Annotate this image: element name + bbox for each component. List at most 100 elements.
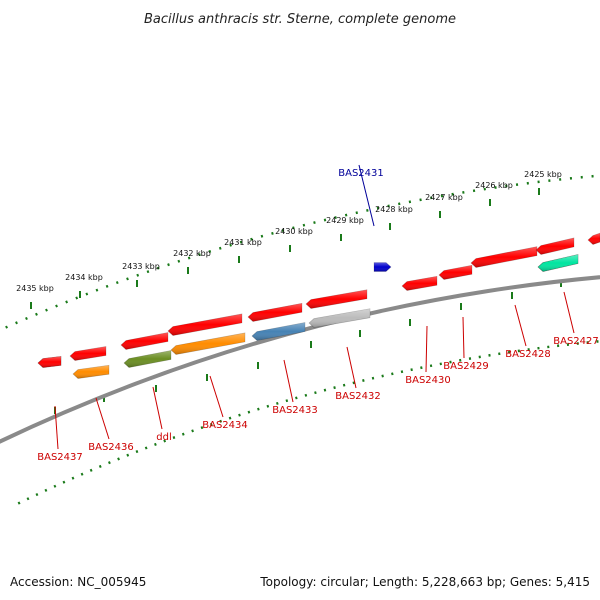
minor-tick: [323, 388, 327, 392]
minor-tick: [362, 379, 365, 382]
minor-tick: [247, 410, 251, 414]
minor-tick: [98, 464, 102, 468]
minor-tick: [55, 304, 58, 308]
minor-tick: [238, 413, 241, 417]
minor-tick: [25, 316, 28, 321]
minor-tick: [35, 492, 39, 497]
minor-tick: [75, 296, 79, 300]
minor-tick: [115, 281, 119, 285]
minor-tick: [218, 246, 222, 250]
gene-feature-shading: [124, 350, 171, 368]
gene-label-leader: [209, 375, 224, 418]
gene-label: ddl: [156, 432, 171, 443]
minor-tick: [314, 391, 317, 395]
genome-summary-text: Topology: circular; Length: 5,228,663 bp…: [259, 575, 590, 589]
minor-tick: [44, 488, 48, 492]
minor-tick: [26, 497, 30, 501]
gene-label-leader: [152, 386, 163, 430]
gene-label-leader: [514, 304, 527, 347]
gene-label-leader: [283, 359, 294, 403]
tick-labels: 2435 kbp 2434 kbp 2433 kbp 2432 kbp 2431 kbp…: [16, 170, 562, 293]
minor-tick: [126, 277, 129, 281]
minor-tick: [62, 480, 66, 484]
minor-tick: [342, 383, 346, 387]
tick-label: 2433 kbp: [122, 262, 160, 271]
gene-label: BAS2431: [338, 168, 384, 179]
minor-tick: [154, 442, 157, 446]
gene-label-leader: [346, 346, 357, 389]
minor-tick: [136, 273, 140, 277]
gene-feature-shading: [536, 237, 574, 255]
gene-label-leader: [54, 405, 59, 450]
minor-tick: [17, 501, 21, 505]
minor-tick: [146, 270, 150, 274]
minor-tick: [163, 439, 167, 443]
minor-tick: [187, 256, 191, 260]
inner-tick-ring: [17, 280, 599, 505]
minor-tick: [108, 461, 111, 465]
minor-tick: [191, 429, 194, 433]
gene-label-leader: [563, 291, 575, 334]
tick-label: 2430 kbp: [275, 227, 313, 236]
minor-tick: [313, 221, 316, 225]
minor-tick: [323, 218, 327, 222]
minor-tick: [352, 381, 356, 385]
minor-tick: [376, 206, 380, 210]
minor-tick: [292, 226, 295, 230]
tick-label: 2429 kbp: [326, 216, 364, 225]
minor-tick: [209, 422, 213, 426]
gene-feature-shading: [306, 289, 367, 309]
gene-label: BAS2436: [88, 442, 134, 453]
gene-feature-shading: [374, 262, 391, 272]
minor-tick: [167, 263, 170, 267]
minor-tick: [198, 253, 201, 257]
minor-tick: [15, 321, 18, 325]
gene-feature-shading: [402, 276, 437, 291]
tick-label: 2425 kbp: [524, 170, 562, 179]
gene-label-leader: [358, 164, 375, 227]
minor-tick: [65, 300, 68, 304]
minor-tick: [260, 234, 264, 238]
minor-tick: [334, 216, 337, 219]
gene-label-leader: [462, 316, 465, 359]
minor-tick: [177, 259, 181, 263]
minor-tick: [95, 288, 99, 292]
minor-tick: [344, 213, 348, 217]
genome-backbone: [0, 275, 600, 444]
gene-feature-shading: [538, 254, 578, 272]
minor-tick: [276, 401, 279, 405]
minor-tick: [266, 404, 270, 408]
minor-tick: [400, 370, 404, 374]
gene-feature-shading: [309, 308, 370, 328]
tick-label: 2427 kbp: [425, 193, 463, 202]
minor-tick: [285, 399, 289, 403]
gene-label: BAS2427: [553, 336, 599, 347]
gene-feature-shading: [471, 246, 537, 268]
gene-label: BAS2428: [505, 349, 551, 360]
minor-tick: [304, 393, 308, 397]
minor-tick: [391, 372, 394, 376]
gene-label: BAS2432: [335, 391, 381, 402]
gene-feature-shading: [439, 265, 472, 280]
map-title: Bacillus anthracis str. Sterne, complete…: [144, 12, 456, 27]
minor-tick: [135, 450, 139, 454]
gene-labels: BAS2437 BAS2436 ddl BAS2434 BAS2433 BAS2432 BA…: [37, 164, 599, 463]
tick-label: 2432 kbp: [173, 249, 211, 258]
minor-tick: [105, 284, 109, 288]
gene-label-leader: [95, 397, 110, 440]
minor-tick: [80, 472, 84, 476]
tick-label: 2435 kbp: [16, 284, 54, 293]
minor-tick: [295, 396, 298, 400]
gene-feature-shading: [73, 365, 109, 379]
minor-tick: [53, 484, 57, 488]
minor-tick: [181, 432, 185, 436]
tick-label: 2431 kbp: [224, 238, 262, 247]
minor-tick: [117, 457, 120, 461]
minor-tick: [229, 243, 232, 247]
minor-tick: [355, 211, 358, 215]
minor-tick: [410, 368, 413, 372]
minor-tick: [281, 229, 285, 233]
minor-tick: [333, 386, 336, 390]
minor-tick: [271, 231, 274, 235]
